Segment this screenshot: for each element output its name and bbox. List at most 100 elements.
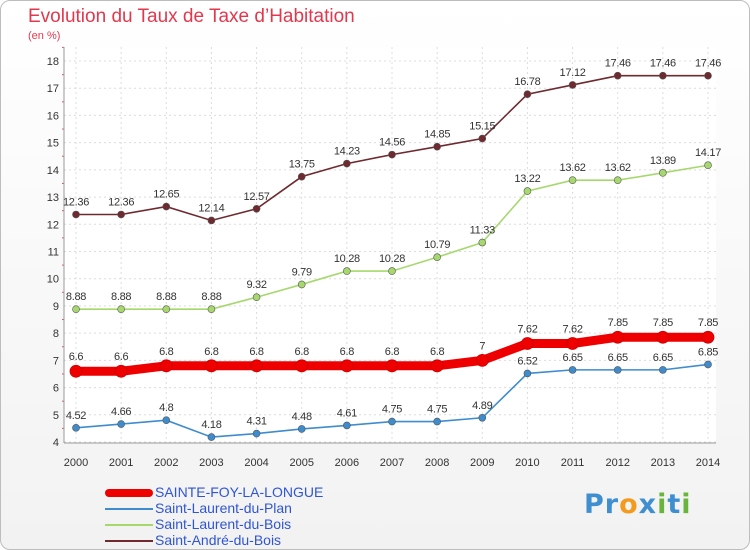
data-label: 7.62 — [517, 323, 537, 335]
data-point — [162, 305, 171, 313]
y-tick-label: 9 — [53, 301, 59, 313]
data-point — [523, 187, 532, 195]
data-point — [114, 364, 128, 378]
data-label: 6.6 — [114, 351, 129, 363]
data-label: 6.65 — [608, 352, 628, 364]
data-label: 6.65 — [562, 352, 582, 364]
data-point — [478, 134, 487, 143]
data-point — [704, 161, 712, 170]
data-label: 12.36 — [63, 196, 89, 208]
x-tick-label: 2002 — [154, 457, 178, 469]
data-point — [568, 176, 577, 184]
data-point — [568, 366, 577, 374]
data-point — [659, 366, 667, 374]
data-point — [297, 280, 306, 289]
data-label: 6.52 — [517, 355, 537, 367]
data-point — [704, 71, 712, 80]
data-point — [207, 433, 216, 441]
data-label: 4.31 — [246, 416, 266, 428]
data-point — [388, 150, 396, 159]
data-point — [613, 176, 622, 184]
data-point — [343, 267, 351, 275]
x-tick-label: 2003 — [199, 457, 223, 469]
data-label: 6.8 — [295, 346, 310, 358]
x-tick-label: 2011 — [561, 457, 585, 469]
data-point — [566, 337, 579, 350]
x-tick-label: 2001 — [109, 457, 133, 469]
y-tick-label: 14 — [47, 165, 59, 177]
legend-label: Saint-Laurent-du-Plan — [155, 500, 292, 516]
data-label: 13.62 — [605, 162, 631, 174]
data-point — [523, 369, 532, 378]
y-tick-label: 7 — [53, 355, 59, 367]
x-tick-label: 2010 — [515, 457, 539, 469]
y-tick-label: 6 — [53, 383, 59, 395]
data-point — [162, 416, 171, 425]
data-point — [295, 359, 309, 373]
x-tick-label: 2012 — [605, 457, 629, 469]
legend-swatch — [105, 524, 153, 526]
data-label: 8.88 — [156, 291, 176, 303]
data-label: 12.36 — [108, 196, 134, 208]
data-point — [659, 169, 667, 177]
data-point — [611, 330, 625, 344]
data-point — [433, 417, 441, 426]
data-label: 6.8 — [430, 346, 445, 358]
data-point — [613, 366, 622, 374]
data-label: 14.56 — [379, 137, 405, 149]
data-point — [343, 159, 351, 168]
y-tick-label: 17 — [47, 83, 59, 95]
x-tick-label: 2006 — [335, 457, 359, 469]
data-label: 8.88 — [111, 291, 131, 303]
legend-label: SAINTE-FOY-LA-LONGUE — [155, 484, 324, 500]
data-point — [207, 305, 216, 313]
data-label: 4.61 — [337, 407, 357, 419]
legend-label: Saint-Laurent-du-Bois — [155, 516, 292, 532]
plot-area — [64, 47, 716, 443]
data-label: 4.18 — [201, 419, 221, 431]
y-tick-label: 4 — [53, 437, 59, 449]
data-point — [117, 420, 125, 428]
data-label: 13.62 — [560, 162, 586, 174]
data-label: 7.85 — [698, 317, 718, 329]
data-point — [205, 359, 218, 373]
data-point — [523, 90, 532, 99]
legend-swatch — [105, 489, 153, 497]
data-point — [478, 413, 487, 422]
chart-subtitle: (en %) — [28, 30, 61, 42]
data-label: 12.57 — [244, 191, 270, 203]
data-point — [656, 330, 670, 344]
data-label: 6.85 — [698, 346, 718, 358]
data-label: 13.89 — [650, 155, 676, 167]
data-label: 4.75 — [427, 404, 447, 416]
y-tick-label: 11 — [48, 247, 59, 259]
data-label: 6.8 — [340, 346, 355, 358]
data-label: 4.89 — [472, 400, 492, 412]
data-point — [69, 364, 83, 378]
data-point — [659, 71, 667, 80]
data-point — [385, 359, 399, 373]
data-point — [340, 359, 354, 373]
data-label: 9.79 — [292, 266, 312, 278]
x-tick-label: 2014 — [696, 457, 720, 469]
legend-swatch — [105, 508, 153, 510]
data-label: 10.79 — [424, 239, 450, 251]
data-label: 16.78 — [514, 76, 540, 88]
data-label: 6.65 — [653, 352, 673, 364]
data-label: 10.28 — [379, 253, 405, 265]
data-point — [72, 210, 80, 219]
data-label: 6.8 — [159, 346, 174, 358]
data-label: 17.46 — [695, 58, 721, 70]
x-tick-label: 2005 — [289, 457, 313, 469]
x-tick-label: 2009 — [470, 457, 494, 469]
data-point — [250, 359, 263, 373]
data-label: 8.88 — [201, 291, 221, 303]
legend-swatch — [105, 540, 153, 542]
data-point — [72, 305, 80, 313]
data-point — [475, 353, 489, 367]
data-label: 13.75 — [289, 159, 315, 171]
data-label: 12.14 — [198, 202, 224, 214]
y-tick-label: 5 — [53, 410, 59, 422]
